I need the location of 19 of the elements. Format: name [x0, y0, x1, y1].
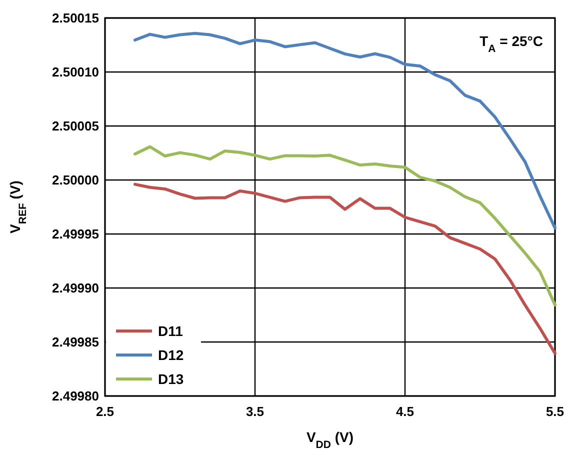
line-series	[134, 145, 556, 306]
line-series	[134, 32, 556, 230]
legend-label: D13	[158, 371, 184, 387]
y-tick-label: 2.50000	[52, 172, 99, 188]
y-tick-label: 2.50005	[52, 118, 99, 134]
legend-label: D11	[158, 323, 184, 339]
x-tick-label: 3.5	[246, 404, 264, 419]
legend-label: D12	[158, 347, 184, 363]
y-tick-label: 2.50010	[52, 64, 99, 80]
y-tick-label: 2.49990	[52, 280, 99, 296]
x-tick-label: 5.5	[546, 404, 564, 419]
y-tick-label: 2.50015	[52, 10, 99, 26]
y-tick-label: 2.49980	[52, 388, 99, 404]
y-tick-label: 2.49995	[52, 226, 99, 242]
x-axis-title: V$_{DD}$ (V)	[306, 429, 354, 451]
x-tick-label: 4.5	[396, 404, 414, 419]
x-tick-label: 2.5	[96, 404, 114, 419]
annotation: T$_{A}$ = 25°C	[480, 33, 543, 55]
y-tick-label: 2.49985	[52, 334, 99, 350]
